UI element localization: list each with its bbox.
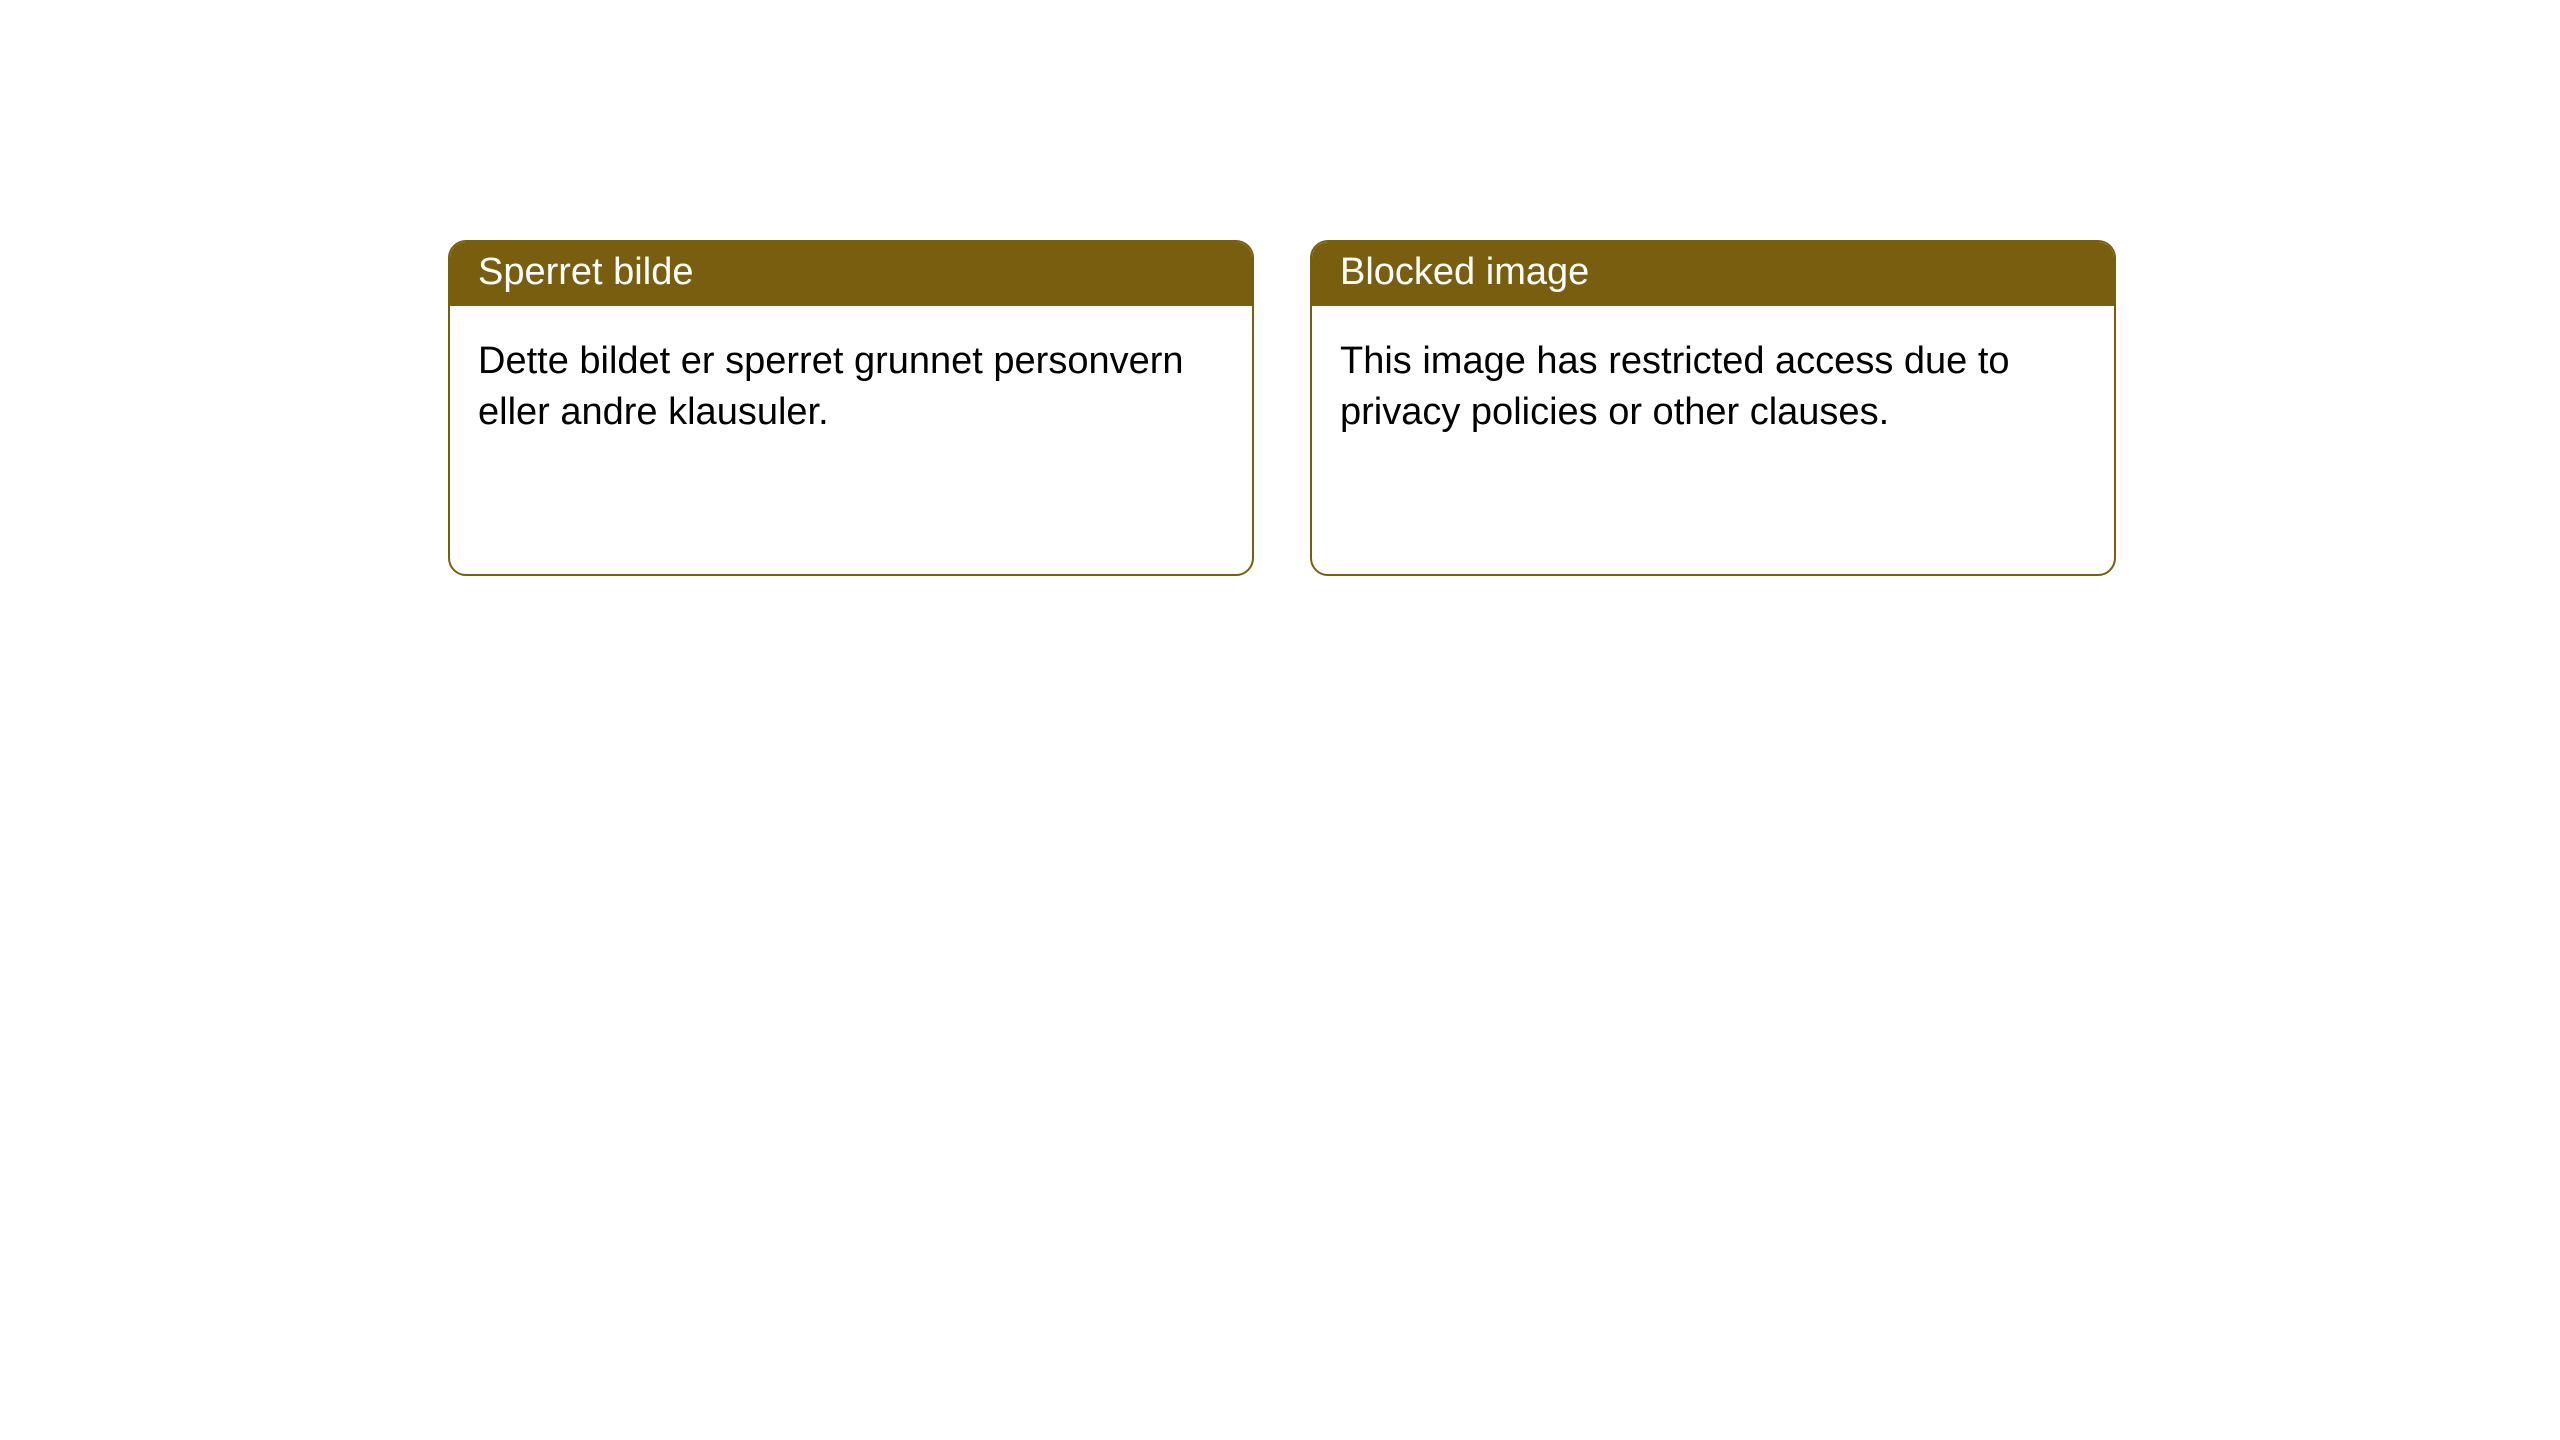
- notice-title-en: Blocked image: [1312, 242, 2114, 306]
- notice-card-en: Blocked image This image has restricted …: [1310, 240, 2116, 576]
- notice-body-en: This image has restricted access due to …: [1312, 306, 2114, 469]
- notice-title-no: Sperret bilde: [450, 242, 1252, 306]
- notice-card-no: Sperret bilde Dette bildet er sperret gr…: [448, 240, 1254, 576]
- notice-body-no: Dette bildet er sperret grunnet personve…: [450, 306, 1252, 469]
- notice-container: Sperret bilde Dette bildet er sperret gr…: [448, 240, 2560, 576]
